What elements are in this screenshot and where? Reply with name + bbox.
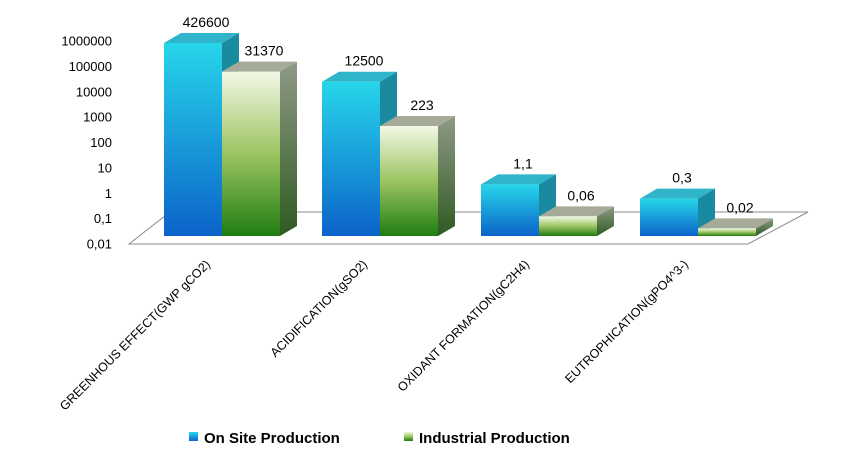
data-label: 1,1	[513, 155, 533, 171]
y-tick-label: 1000	[83, 110, 112, 125]
y-tick-label: 0,1	[94, 211, 112, 226]
data-label: 426600	[183, 14, 230, 30]
bar-front	[539, 216, 597, 236]
data-labels: 426600 31370 12500 223 1,1 0,06 0,3 0,02	[183, 14, 754, 215]
bar	[539, 206, 614, 236]
bar-top	[539, 206, 614, 217]
category-label: OXIDANT FORMATION(gC2H4)	[395, 257, 532, 394]
bar-top	[322, 71, 397, 82]
bars	[164, 32, 773, 237]
chart-floor	[127, 211, 809, 245]
legend-swatch-on-site	[189, 432, 198, 441]
data-label: 12500	[345, 53, 384, 69]
data-label: 223	[410, 97, 434, 113]
bar	[380, 115, 455, 236]
bar-front	[640, 198, 698, 236]
bar-top	[222, 61, 297, 72]
y-tick-label: 1	[105, 186, 112, 201]
category-labels: GREENHOUS EFFECT(GWP gCO2) ACIDIFICATION(…	[57, 257, 691, 413]
data-label: 0,02	[726, 199, 753, 215]
category-label: EUTROPHICATION(gPO4^3-)	[562, 257, 691, 386]
legend-label-on-site: On Site Production	[204, 430, 340, 447]
data-label: 0,3	[672, 170, 692, 186]
legend: On Site Production Industrial Production	[189, 430, 570, 447]
y-tick-label: 10000	[76, 85, 112, 100]
bar-side	[280, 61, 297, 236]
bar-front	[222, 71, 280, 236]
bar-front	[164, 42, 222, 236]
category-label: ACIDIFICATION(gSO2)	[268, 257, 371, 360]
bar	[322, 71, 397, 237]
bar-top	[164, 32, 239, 43]
y-tick-label: 100	[90, 135, 112, 150]
bar-side	[756, 218, 773, 236]
bar-top	[698, 218, 773, 229]
bar-front	[481, 184, 539, 236]
bar	[698, 218, 773, 236]
y-axis-ticks: 0,01 0,1 1 10 100 1000 10000 100000 1000000	[61, 34, 112, 252]
y-tick-label: 1000000	[61, 34, 112, 49]
category-label: GREENHOUS EFFECT(GWP gCO2)	[57, 257, 213, 413]
y-tick-label: 0,01	[87, 237, 112, 252]
bar-side	[597, 206, 614, 236]
bar-top	[380, 115, 455, 126]
bar	[640, 188, 715, 236]
legend-label-industrial: Industrial Production	[419, 430, 570, 447]
bar-side	[438, 115, 455, 236]
bar-top	[640, 188, 715, 199]
y-tick-label: 10	[98, 161, 112, 176]
y-tick-label: 100000	[69, 59, 112, 74]
legend-swatch-industrial	[404, 432, 413, 441]
bar-front	[698, 228, 756, 236]
bar	[222, 61, 297, 236]
bar-front	[322, 81, 380, 237]
bar-front	[380, 125, 438, 236]
data-label: 31370	[245, 43, 284, 59]
bar-top	[481, 174, 556, 185]
data-label: 0,06	[567, 187, 594, 203]
